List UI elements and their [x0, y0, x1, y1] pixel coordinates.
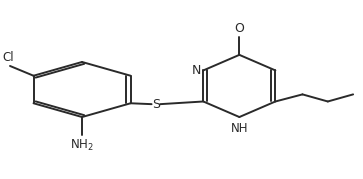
Text: N: N	[192, 64, 201, 77]
Text: NH: NH	[231, 122, 248, 135]
Text: O: O	[234, 22, 244, 35]
Text: S: S	[152, 98, 160, 111]
Text: NH$_2$: NH$_2$	[70, 137, 94, 153]
Text: Cl: Cl	[3, 51, 14, 64]
